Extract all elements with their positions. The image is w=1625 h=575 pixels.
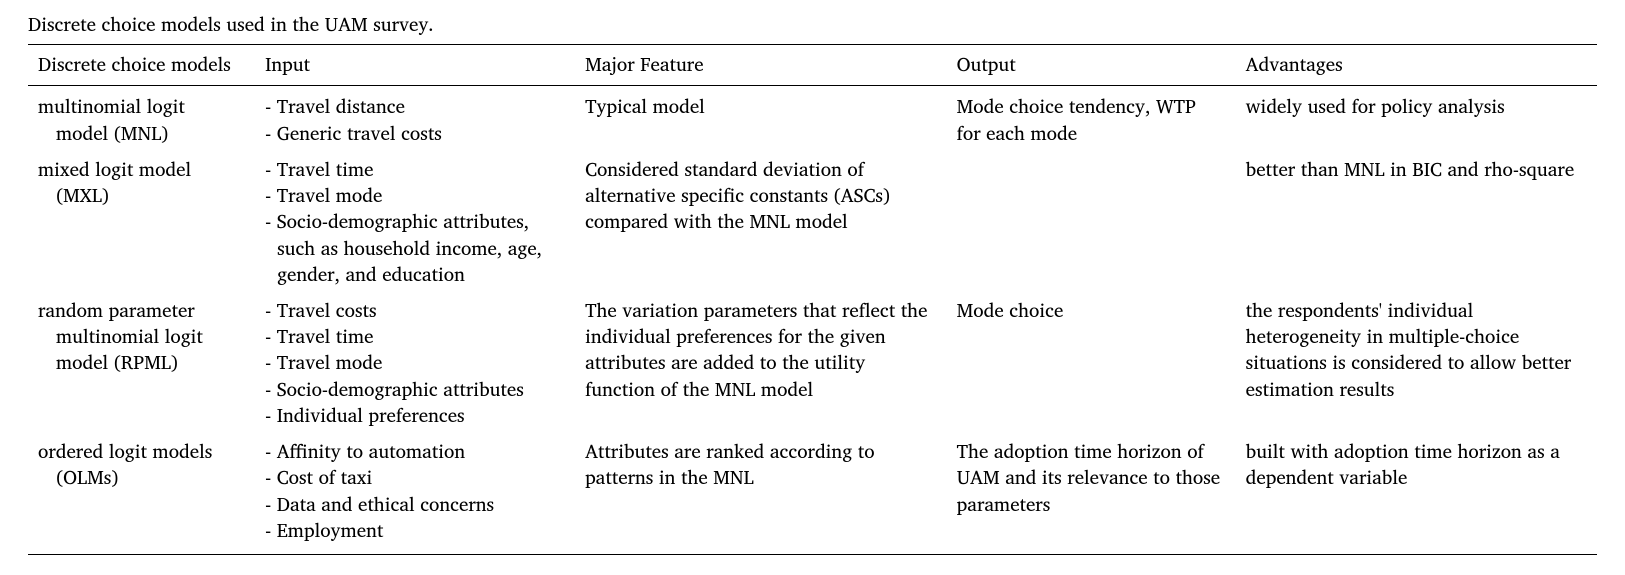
cell-input: Travel distanceGeneric travel costs <box>255 86 575 149</box>
input-item: Socio-demographic attributes <box>265 377 561 403</box>
col-header-input: Input <box>255 45 575 86</box>
cell-model: ordered logit models(OLMs) <box>28 431 255 554</box>
input-item: Data and ethical concerns <box>265 492 561 518</box>
col-header-advantages: Advantages <box>1236 45 1597 86</box>
col-header-models: Discrete choice models <box>28 45 255 86</box>
cell-input: Travel costsTravel timeTravel modeSocio-… <box>255 290 575 431</box>
table-caption: Discrete choice models used in the UAM s… <box>28 12 1597 38</box>
cell-advantages: widely used for policy analysis <box>1236 86 1597 149</box>
model-name-line2: (OLMs) <box>38 465 241 491</box>
table-row: ordered logit models(OLMs)Affinity to au… <box>28 431 1597 554</box>
cell-output: The adoption time horizon of UAM and its… <box>947 431 1236 554</box>
cell-model: mixed logit model(MXL) <box>28 149 255 290</box>
col-header-output: Output <box>947 45 1236 86</box>
cell-advantages: built with adoption time horizon as a de… <box>1236 431 1597 554</box>
table-row: multinomial logitmodel (MNL)Travel dista… <box>28 86 1597 149</box>
cell-feature: Typical model <box>575 86 947 149</box>
table-header-row: Discrete choice models Input Major Featu… <box>28 45 1597 86</box>
cell-input: Travel timeTravel modeSocio-demographic … <box>255 149 575 290</box>
input-item: Individual preferences <box>265 403 561 429</box>
cell-feature: Attributes are ranked according to patte… <box>575 431 947 554</box>
input-item: Travel mode <box>265 350 561 376</box>
input-list: Travel costsTravel timeTravel modeSocio-… <box>265 298 561 429</box>
cell-output <box>947 149 1236 290</box>
cell-output: Mode choice <box>947 290 1236 431</box>
cell-model: random parametermultinomial logit model … <box>28 290 255 431</box>
table-row: mixed logit model(MXL)Travel timeTravel … <box>28 149 1597 290</box>
cell-advantages: better than MNL in BIC and rho-square <box>1236 149 1597 290</box>
input-list: Travel timeTravel modeSocio-demographic … <box>265 157 561 288</box>
cell-output: Mode choice tendency, WTP for each mode <box>947 86 1236 149</box>
input-item: Employment <box>265 518 561 544</box>
input-list: Travel distanceGeneric travel costs <box>265 94 561 146</box>
input-item: Cost of taxi <box>265 465 561 491</box>
cell-feature: The variation parameters that reflect th… <box>575 290 947 431</box>
model-name-line2: model (MNL) <box>38 121 241 147</box>
cell-model: multinomial logitmodel (MNL) <box>28 86 255 149</box>
col-header-feature: Major Feature <box>575 45 947 86</box>
cell-feature: Considered standard deviation of alterna… <box>575 149 947 290</box>
input-item: Travel distance <box>265 94 561 120</box>
input-item: Generic travel costs <box>265 121 561 147</box>
input-item: Socio-demographic attributes, such as ho… <box>265 209 561 288</box>
input-list: Affinity to automationCost of taxiData a… <box>265 439 561 544</box>
model-name-line2: multinomial logit model (RPML) <box>38 324 241 376</box>
table-body: multinomial logitmodel (MNL)Travel dista… <box>28 86 1597 555</box>
cell-input: Affinity to automationCost of taxiData a… <box>255 431 575 554</box>
choice-models-table: Discrete choice models Input Major Featu… <box>28 44 1597 555</box>
model-name-line2: (MXL) <box>38 183 241 209</box>
cell-advantages: the respondents' individual heterogeneit… <box>1236 290 1597 431</box>
table-row: random parametermultinomial logit model … <box>28 290 1597 431</box>
table-container: Discrete choice models used in the UAM s… <box>0 0 1625 575</box>
